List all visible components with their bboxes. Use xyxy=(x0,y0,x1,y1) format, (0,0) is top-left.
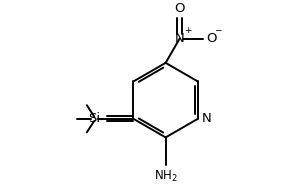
Text: NH$_2$: NH$_2$ xyxy=(154,169,178,184)
Text: N: N xyxy=(202,112,212,125)
Text: N: N xyxy=(175,32,185,45)
Text: +: + xyxy=(184,26,191,35)
Text: O: O xyxy=(207,32,217,45)
Text: O: O xyxy=(174,2,185,15)
Text: Si: Si xyxy=(88,112,100,125)
Text: −: − xyxy=(214,26,221,35)
